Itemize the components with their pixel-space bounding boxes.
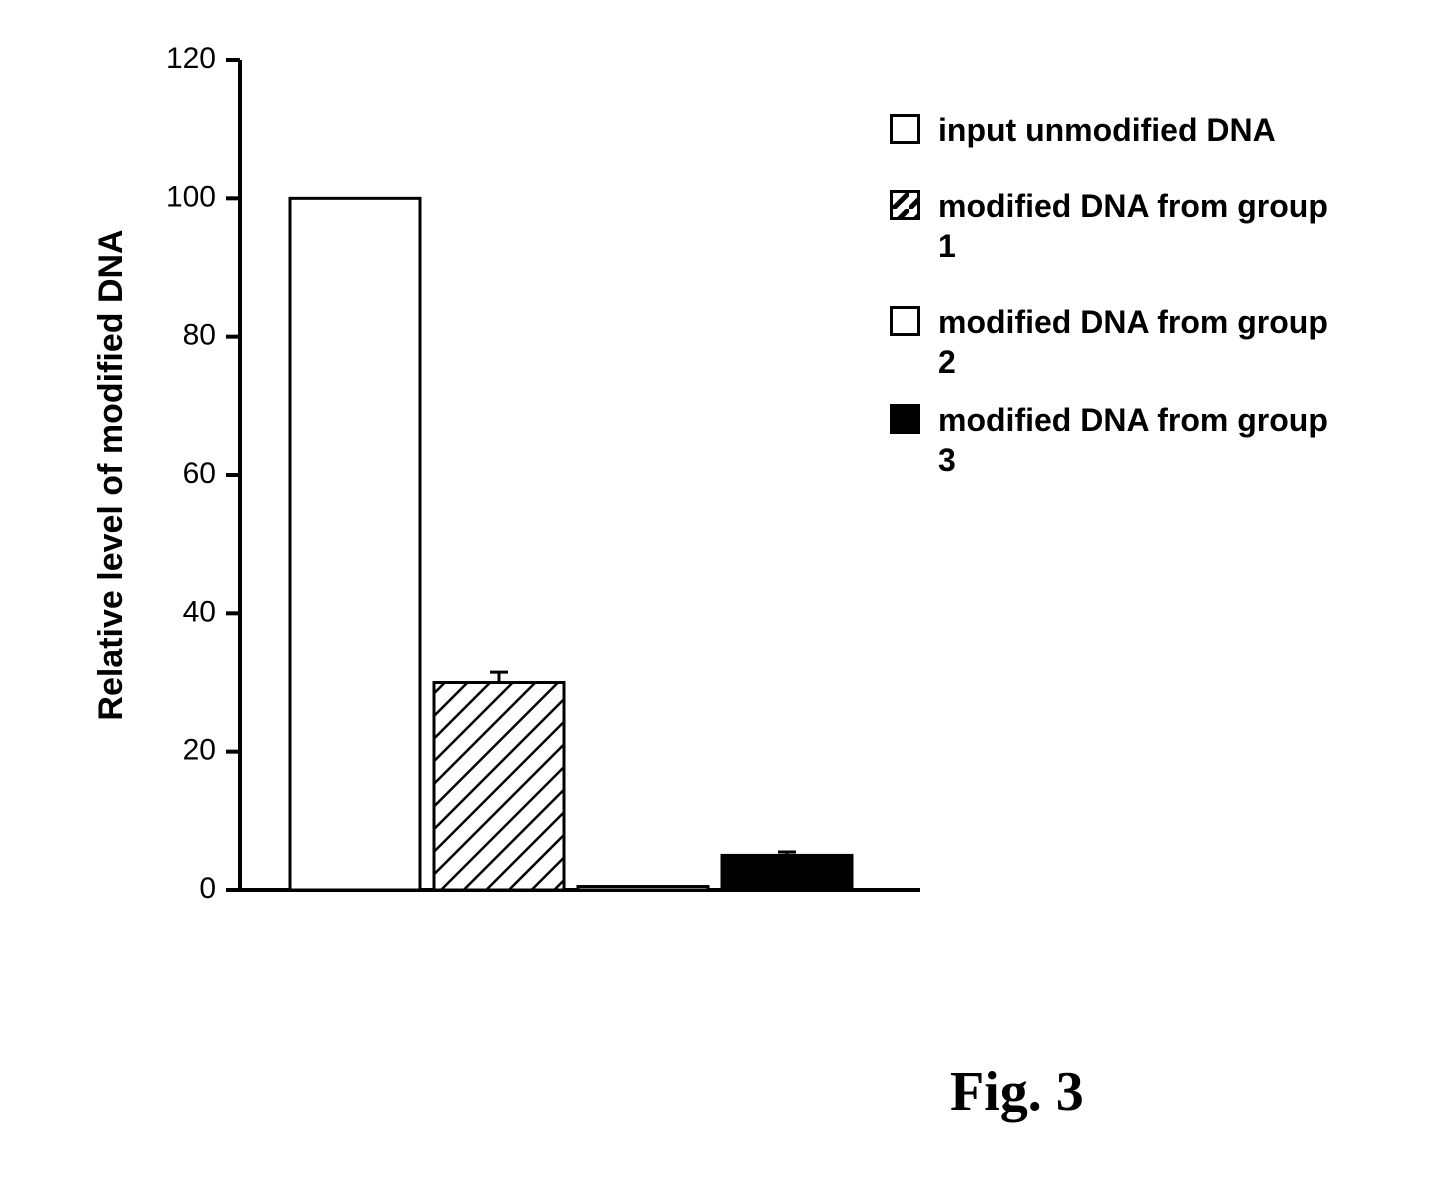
figure-caption: Fig. 3 bbox=[950, 1060, 1084, 1124]
legend-swatch bbox=[890, 190, 920, 220]
y-tick-label: 60 bbox=[183, 457, 216, 490]
y-tick-label: 20 bbox=[183, 734, 216, 767]
legend-label: modified DNA from group 2 bbox=[938, 302, 1338, 382]
legend-item: modified DNA from group 1 bbox=[890, 186, 1360, 266]
y-tick-label: 40 bbox=[183, 595, 216, 628]
bar bbox=[722, 855, 852, 890]
legend-swatch bbox=[890, 306, 920, 336]
y-tick-label: 80 bbox=[183, 319, 216, 352]
y-tick-label: 120 bbox=[166, 42, 216, 75]
bar-chart: 0 20 40 60 80 100 120 Relative level of modifie… bbox=[90, 40, 940, 955]
y-tick-label: 100 bbox=[166, 180, 216, 213]
legend-label: modified DNA from group 3 bbox=[938, 400, 1338, 480]
legend: input unmodified DNA modified DNA from gr… bbox=[890, 110, 1360, 516]
chart-svg: 0 20 40 60 80 100 120 Relative level of modifie… bbox=[90, 40, 940, 950]
legend-swatch bbox=[890, 114, 920, 144]
legend-swatch bbox=[890, 404, 920, 434]
legend-label: modified DNA from group 1 bbox=[938, 186, 1338, 266]
bar bbox=[290, 198, 420, 890]
bar bbox=[578, 887, 708, 890]
page: 0 20 40 60 80 100 120 Relative level of modifie… bbox=[0, 0, 1430, 1199]
y-tick-label: 0 bbox=[199, 872, 216, 905]
bar bbox=[434, 683, 564, 891]
legend-item: modified DNA from group 2 bbox=[890, 302, 1360, 382]
legend-item: input unmodified DNA bbox=[890, 110, 1360, 150]
y-axis-label: Relative level of modified DNA bbox=[92, 229, 130, 720]
legend-item: modified DNA from group 3 bbox=[890, 400, 1360, 480]
legend-label: input unmodified DNA bbox=[938, 110, 1276, 150]
